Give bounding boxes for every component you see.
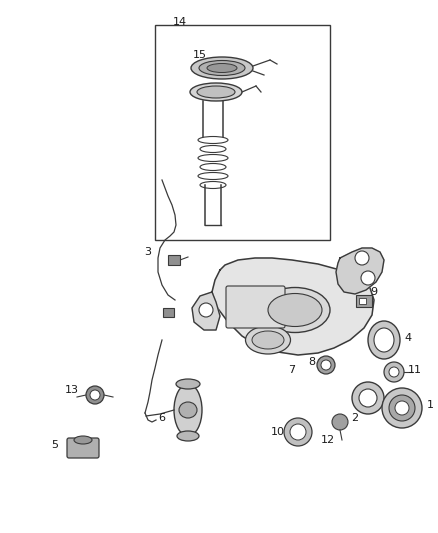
Ellipse shape	[374, 328, 394, 352]
Text: 6: 6	[159, 413, 166, 423]
Ellipse shape	[246, 326, 290, 354]
Text: 10: 10	[271, 427, 285, 437]
Text: 1: 1	[427, 400, 434, 410]
Circle shape	[86, 386, 104, 404]
Ellipse shape	[207, 63, 237, 72]
Circle shape	[359, 389, 377, 407]
Circle shape	[352, 382, 384, 414]
Circle shape	[395, 401, 409, 415]
Polygon shape	[192, 292, 220, 330]
Circle shape	[361, 271, 375, 285]
Ellipse shape	[177, 431, 199, 441]
Ellipse shape	[198, 173, 228, 180]
Text: 13: 13	[65, 385, 79, 395]
Ellipse shape	[199, 61, 245, 76]
Circle shape	[284, 418, 312, 446]
Circle shape	[199, 303, 213, 317]
Text: 2: 2	[351, 413, 359, 423]
Ellipse shape	[74, 436, 92, 444]
Ellipse shape	[268, 294, 322, 327]
Bar	[359, 298, 366, 304]
Circle shape	[389, 367, 399, 377]
Text: 11: 11	[408, 365, 422, 375]
Polygon shape	[336, 248, 384, 294]
Text: 4: 4	[404, 333, 412, 343]
Circle shape	[290, 424, 306, 440]
Bar	[163, 308, 174, 317]
FancyBboxPatch shape	[67, 438, 99, 458]
Ellipse shape	[200, 164, 226, 171]
Ellipse shape	[200, 182, 226, 189]
Ellipse shape	[368, 321, 400, 359]
Text: 8: 8	[308, 357, 315, 367]
Text: 3: 3	[145, 247, 152, 257]
Bar	[155, 25, 330, 240]
Ellipse shape	[176, 379, 200, 389]
Ellipse shape	[260, 287, 330, 333]
Bar	[356, 295, 372, 307]
Circle shape	[382, 388, 422, 428]
Polygon shape	[212, 258, 374, 355]
Ellipse shape	[198, 136, 228, 143]
Circle shape	[355, 251, 369, 265]
Ellipse shape	[198, 155, 228, 161]
Circle shape	[321, 360, 331, 370]
Circle shape	[317, 356, 335, 374]
Ellipse shape	[197, 86, 235, 98]
FancyBboxPatch shape	[226, 286, 285, 328]
Text: 9: 9	[371, 287, 378, 297]
Ellipse shape	[191, 57, 253, 79]
Text: 5: 5	[52, 440, 59, 450]
Circle shape	[332, 414, 348, 430]
Circle shape	[384, 362, 404, 382]
Ellipse shape	[252, 331, 284, 349]
Ellipse shape	[190, 83, 242, 101]
Circle shape	[389, 395, 415, 421]
Circle shape	[90, 390, 100, 400]
Text: 14: 14	[173, 17, 187, 27]
Ellipse shape	[179, 402, 197, 418]
Text: 12: 12	[321, 435, 335, 445]
Ellipse shape	[200, 146, 226, 152]
Ellipse shape	[174, 384, 202, 436]
Text: 7: 7	[289, 365, 296, 375]
Bar	[168, 255, 180, 265]
Text: 15: 15	[193, 50, 207, 60]
